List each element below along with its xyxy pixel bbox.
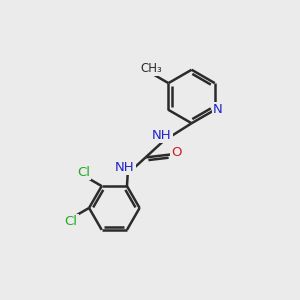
Text: CH₃: CH₃ — [141, 62, 162, 75]
Text: NH: NH — [115, 161, 134, 174]
Text: N: N — [213, 103, 223, 116]
Text: O: O — [172, 146, 182, 160]
Text: Cl: Cl — [64, 215, 78, 228]
Text: NH: NH — [152, 129, 172, 142]
Text: Cl: Cl — [77, 166, 90, 179]
